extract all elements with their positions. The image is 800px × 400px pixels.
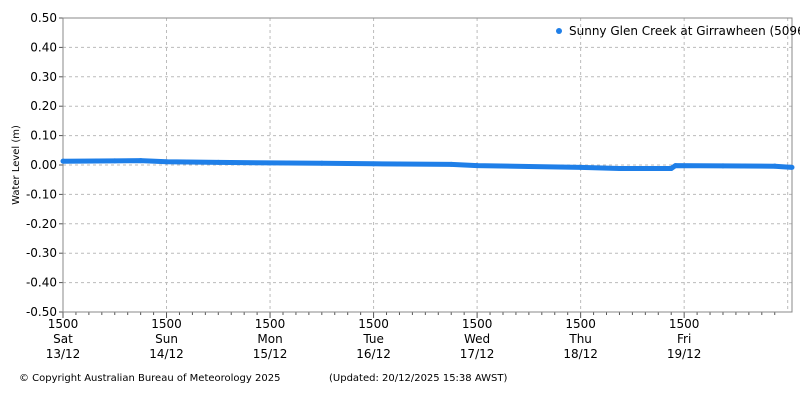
data-point (448, 161, 454, 167)
data-point (526, 163, 532, 169)
data-point (138, 158, 144, 164)
copyright-text: © Copyright Australian Bureau of Meteoro… (19, 373, 281, 384)
x-tick-label: Fri (677, 332, 691, 346)
x-tick-label: 1500 (669, 317, 700, 331)
y-tick-label: 0.30 (30, 70, 57, 84)
x-tick-label: Sun (155, 332, 178, 346)
legend-marker (556, 28, 562, 34)
x-tick-label: 1500 (358, 317, 389, 331)
data-point (371, 161, 377, 167)
y-tick-label: -0.40 (26, 276, 57, 290)
y-tick-label: 0.00 (30, 158, 57, 172)
data-point (616, 166, 622, 172)
data-point (112, 158, 118, 164)
data-point (578, 164, 584, 170)
data-point (164, 159, 170, 165)
x-tick-label: 1500 (255, 317, 286, 331)
x-tick-label: 15/12 (253, 347, 288, 361)
x-tick-label: 17/12 (460, 347, 495, 361)
data-point (720, 163, 726, 169)
data-point (789, 164, 795, 170)
x-tick-label: Thu (568, 332, 592, 346)
y-tick-label: -0.30 (26, 246, 57, 260)
y-tick-label: 0.20 (30, 99, 57, 113)
y-tick-label: -0.20 (26, 217, 57, 231)
y-tick-label: 0.50 (30, 11, 57, 25)
x-tick-label: Mon (257, 332, 282, 346)
x-tick-label: 1500 (462, 317, 493, 331)
x-tick-label: 18/12 (563, 347, 598, 361)
y-tick-label: -0.50 (26, 305, 57, 319)
updated-text: (Updated: 20/12/2025 15:38 AWST) (329, 373, 508, 384)
x-tick-label: 14/12 (149, 347, 184, 361)
data-point (474, 163, 480, 169)
legend-label: Sunny Glen Creek at Girrawheen (509635) (569, 24, 800, 38)
x-tick-label: Sat (53, 332, 73, 346)
x-tick-label: 1500 (565, 317, 596, 331)
data-point (772, 163, 778, 169)
data-point (60, 158, 66, 164)
x-tick-label: 1500 (151, 317, 182, 331)
x-tick-label: 16/12 (356, 347, 391, 361)
y-tick-label: -0.10 (26, 187, 57, 201)
x-tick-label: 1500 (48, 317, 79, 331)
data-point (668, 166, 674, 172)
data-point (215, 159, 221, 165)
x-tick-label: 19/12 (667, 347, 702, 361)
x-tick-label: 13/12 (46, 347, 81, 361)
x-tick-label: Tue (362, 332, 384, 346)
y-tick-label: 0.10 (30, 129, 57, 143)
y-tick-label: 0.40 (30, 40, 57, 54)
data-point (319, 160, 325, 166)
data-point (267, 160, 273, 166)
data-point (673, 163, 679, 169)
series-line (62, 158, 793, 171)
x-tick-label: Wed (464, 332, 490, 346)
y-axis-label: Water Level (m) (11, 125, 22, 205)
